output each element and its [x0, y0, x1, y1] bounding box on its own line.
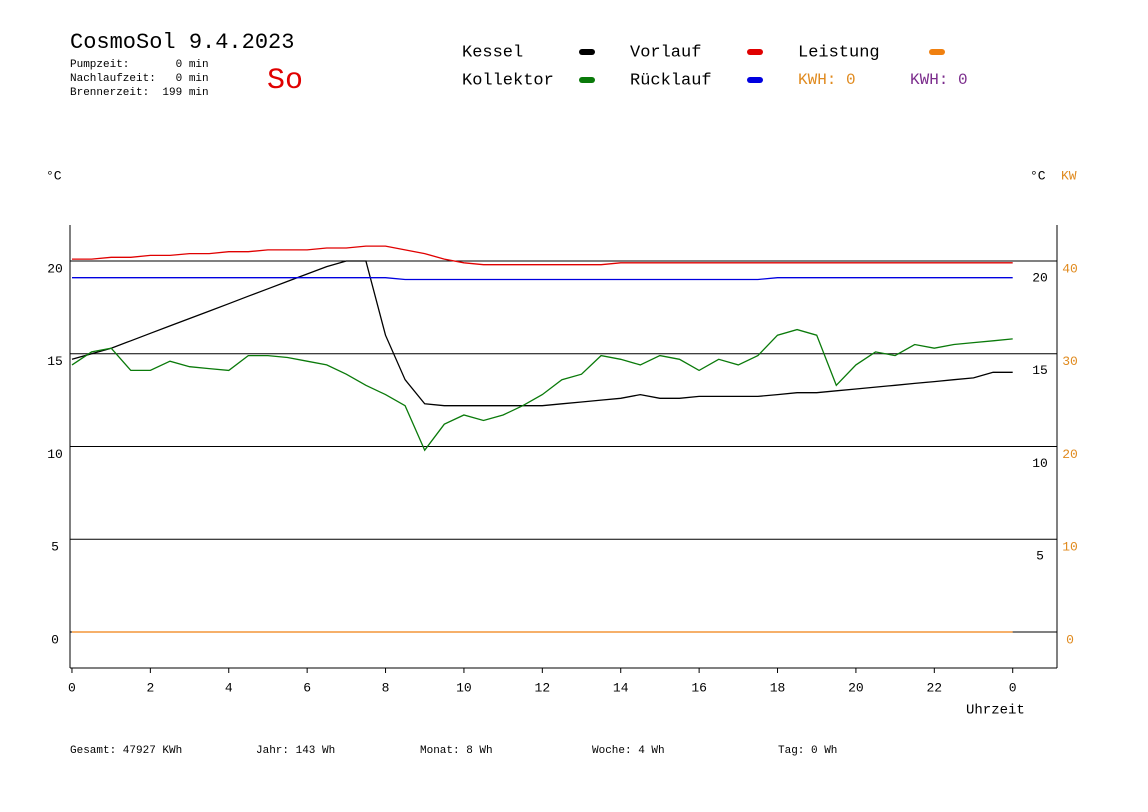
- kwh-label: KWH: 0: [798, 71, 856, 89]
- footer-stat: Tag: 0 Wh: [778, 745, 837, 757]
- y-axis-label: °C: [46, 168, 62, 183]
- legend-label: Kollektor: [462, 71, 554, 90]
- series-line: [72, 277, 1013, 281]
- x-tick-label: 14: [613, 680, 629, 695]
- y2-axis-label: KW: [1061, 168, 1077, 183]
- y-tick-label: 0: [51, 632, 59, 647]
- series-line: [71, 260, 1013, 407]
- x-tick-label: 18: [770, 680, 786, 695]
- x-tick-label: 20: [848, 680, 864, 695]
- series-line: [72, 245, 1013, 266]
- x-tick-label: 8: [382, 680, 390, 695]
- y-tick-label: 20: [47, 261, 63, 276]
- y-tick-label: 15: [47, 354, 63, 369]
- footer-stat: Gesamt: 47927 KWh: [70, 745, 182, 757]
- y2-tick-label: 40: [1062, 261, 1078, 276]
- day-label: So: [267, 64, 303, 98]
- info-line: Brennerzeit: 199 min: [70, 87, 209, 99]
- y2-tick-label: 0: [1066, 632, 1074, 647]
- footer-stat: Jahr: 143 Wh: [256, 745, 335, 757]
- x-tick-label: 16: [691, 680, 707, 695]
- x-tick-label: 6: [303, 680, 311, 695]
- y2-tick-label: 10: [1062, 540, 1078, 555]
- info-line: Pumpzeit: 0 min: [70, 59, 209, 71]
- y-tick-label-right: 15: [1032, 363, 1048, 378]
- y-tick-label-right: 20: [1032, 270, 1048, 285]
- info-line: Nachlaufzeit: 0 min: [70, 73, 209, 85]
- y-tick-label-right: 10: [1032, 456, 1048, 471]
- x-tick-label: 12: [535, 680, 551, 695]
- series-line: [71, 328, 1013, 452]
- footer-stat: Woche: 4 Wh: [592, 745, 665, 757]
- x-tick-label: 0: [1009, 680, 1017, 695]
- chart-title: CosmoSol 9.4.2023: [70, 30, 294, 55]
- footer-stat: Monat: 8 Wh: [420, 745, 493, 757]
- x-tick-label: 4: [225, 680, 233, 695]
- y-tick-label: 5: [51, 540, 59, 555]
- y2-tick-label: 30: [1062, 354, 1078, 369]
- x-tick-label: 2: [146, 680, 154, 695]
- y2-tick-label: 20: [1062, 447, 1078, 462]
- legend-label: Rücklauf: [630, 71, 712, 90]
- y-tick-label: 10: [47, 447, 63, 462]
- y-axis-label-right: °C: [1030, 168, 1046, 183]
- legend-label: Kessel: [462, 43, 523, 62]
- legend-label: Leistung: [798, 43, 880, 62]
- x-axis-label: Uhrzeit: [966, 703, 1025, 719]
- kwh-label: KWH: 0: [910, 71, 968, 89]
- y-tick-label-right: 5: [1036, 549, 1044, 564]
- x-tick-label: 10: [456, 680, 472, 695]
- x-tick-label: 0: [68, 680, 76, 695]
- legend-label: Vorlauf: [630, 43, 701, 62]
- x-tick-label: 22: [927, 680, 943, 695]
